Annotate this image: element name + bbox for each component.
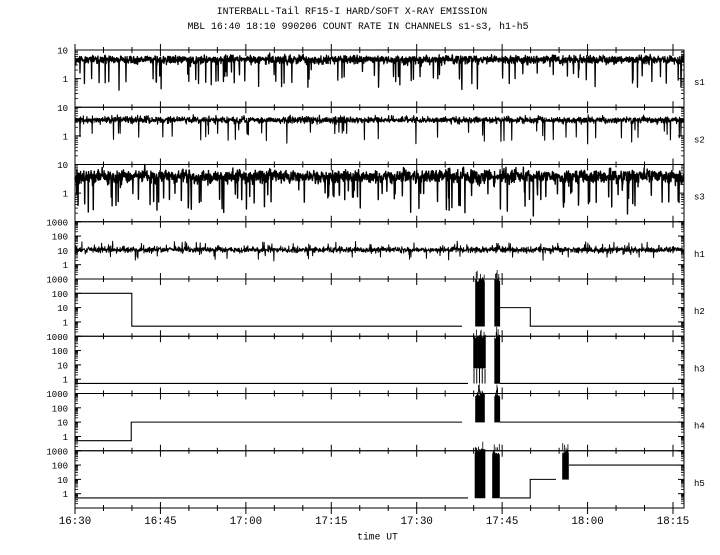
svg-text:16:30: 16:30 bbox=[59, 516, 91, 528]
svg-text:1: 1 bbox=[63, 376, 68, 386]
svg-text:MBL 16:40 18:10 990206 COUNT: MBL 16:40 18:10 990206 COUNT RATE IN CHA… bbox=[188, 21, 529, 32]
svg-text:1: 1 bbox=[63, 318, 68, 328]
svg-text:1: 1 bbox=[63, 433, 68, 443]
svg-text:100: 100 bbox=[52, 462, 68, 472]
svg-text:17:45: 17:45 bbox=[486, 516, 518, 528]
svg-text:10: 10 bbox=[57, 47, 68, 57]
svg-text:10: 10 bbox=[57, 304, 68, 314]
svg-text:1000: 1000 bbox=[46, 390, 68, 400]
svg-text:s1: s1 bbox=[694, 78, 705, 88]
svg-text:1: 1 bbox=[63, 261, 68, 271]
svg-text:INTERBALL-Tail RF15-I HARD/SOF: INTERBALL-Tail RF15-I HARD/SOFT X-RAY EM… bbox=[217, 6, 488, 17]
svg-text:10: 10 bbox=[57, 247, 68, 257]
svg-text:1000: 1000 bbox=[46, 447, 68, 457]
svg-text:100: 100 bbox=[52, 233, 68, 243]
svg-text:1000: 1000 bbox=[46, 218, 68, 228]
svg-text:1000: 1000 bbox=[46, 276, 68, 286]
svg-text:1: 1 bbox=[63, 490, 68, 500]
svg-text:10: 10 bbox=[57, 476, 68, 486]
svg-text:17:30: 17:30 bbox=[401, 516, 433, 528]
svg-text:10: 10 bbox=[57, 104, 68, 114]
svg-text:time UT: time UT bbox=[357, 531, 398, 542]
svg-text:100: 100 bbox=[52, 290, 68, 300]
svg-text:h5: h5 bbox=[694, 479, 705, 489]
svg-text:h3: h3 bbox=[694, 364, 705, 374]
svg-text:h2: h2 bbox=[694, 307, 705, 317]
svg-text:10: 10 bbox=[57, 419, 68, 429]
svg-text:h4: h4 bbox=[694, 422, 705, 432]
svg-text:1000: 1000 bbox=[46, 333, 68, 343]
svg-text:100: 100 bbox=[52, 347, 68, 357]
svg-text:17:15: 17:15 bbox=[315, 516, 347, 528]
svg-text:h1: h1 bbox=[694, 250, 705, 260]
svg-text:100: 100 bbox=[52, 404, 68, 414]
svg-text:1: 1 bbox=[63, 132, 68, 142]
svg-text:17:00: 17:00 bbox=[230, 516, 262, 528]
svg-text:1: 1 bbox=[63, 190, 68, 200]
svg-text:10: 10 bbox=[57, 361, 68, 371]
svg-text:16:45: 16:45 bbox=[144, 516, 176, 528]
svg-text:10: 10 bbox=[57, 161, 68, 171]
svg-text:18:15: 18:15 bbox=[657, 516, 689, 528]
svg-text:s3: s3 bbox=[694, 193, 705, 203]
svg-text:18:00: 18:00 bbox=[571, 516, 603, 528]
svg-text:s2: s2 bbox=[694, 135, 705, 145]
svg-text:1: 1 bbox=[63, 75, 68, 85]
